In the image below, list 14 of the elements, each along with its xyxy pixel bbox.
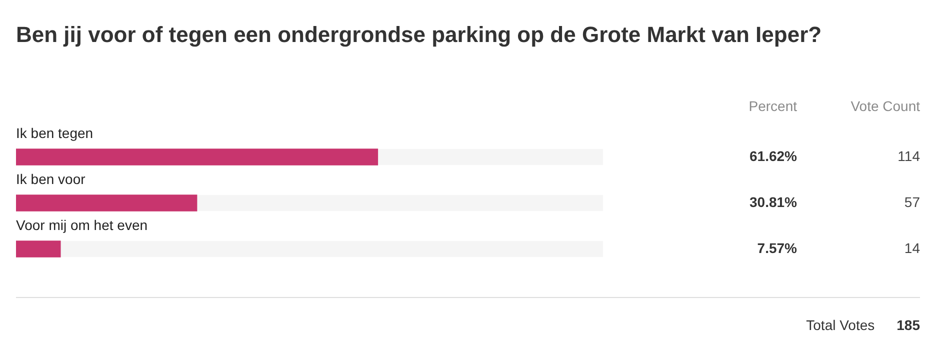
data-label: 7.57%	[757, 240, 798, 256]
text: Total Votes	[806, 317, 875, 333]
data-label: 61.62%	[750, 148, 798, 164]
chart-title: Ben jij voor of tegen een ondergrondse parking op de Grote Markt van Ieper?	[16, 22, 822, 48]
y-tick-label: Ik ben voor	[16, 170, 86, 187]
text: 185	[896, 317, 920, 333]
data-label: 30.81%	[750, 194, 798, 210]
text: 14	[904, 240, 920, 256]
y-tick-label: Voor mij om het even	[16, 216, 148, 233]
text: Percent	[748, 98, 798, 114]
text: Vote Count	[850, 98, 920, 114]
text: 57	[904, 194, 920, 210]
y-tick-label: Ik ben tegen	[16, 124, 94, 141]
text: 114	[898, 148, 920, 164]
